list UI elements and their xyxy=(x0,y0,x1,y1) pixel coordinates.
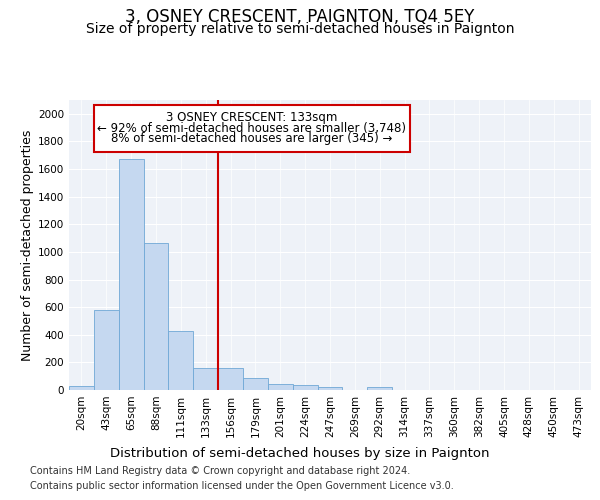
Bar xyxy=(293,385,317,390)
Text: Contains HM Land Registry data © Crown copyright and database right 2024.: Contains HM Land Registry data © Crown c… xyxy=(30,466,410,476)
Text: 8% of semi-detached houses are larger (345) →: 8% of semi-detached houses are larger (3… xyxy=(111,132,392,145)
Bar xyxy=(94,310,119,390)
Bar xyxy=(317,387,343,390)
Y-axis label: Number of semi-detached properties: Number of semi-detached properties xyxy=(21,130,34,360)
Bar xyxy=(243,378,268,390)
FancyBboxPatch shape xyxy=(94,105,410,152)
Bar xyxy=(367,387,392,390)
Bar xyxy=(169,330,193,390)
Bar xyxy=(193,368,218,390)
Text: Distribution of semi-detached houses by size in Paignton: Distribution of semi-detached houses by … xyxy=(110,448,490,460)
Text: 3 OSNEY CRESCENT: 133sqm: 3 OSNEY CRESCENT: 133sqm xyxy=(166,111,337,124)
Bar xyxy=(119,160,143,390)
Text: ← 92% of semi-detached houses are smaller (3,748): ← 92% of semi-detached houses are smalle… xyxy=(97,122,406,135)
Bar xyxy=(143,243,169,390)
Text: Size of property relative to semi-detached houses in Paignton: Size of property relative to semi-detach… xyxy=(86,22,514,36)
Bar xyxy=(69,386,94,390)
Text: 3, OSNEY CRESCENT, PAIGNTON, TQ4 5EY: 3, OSNEY CRESCENT, PAIGNTON, TQ4 5EY xyxy=(125,8,475,26)
Text: Contains public sector information licensed under the Open Government Licence v3: Contains public sector information licen… xyxy=(30,481,454,491)
Bar xyxy=(218,368,243,390)
Bar xyxy=(268,384,293,390)
